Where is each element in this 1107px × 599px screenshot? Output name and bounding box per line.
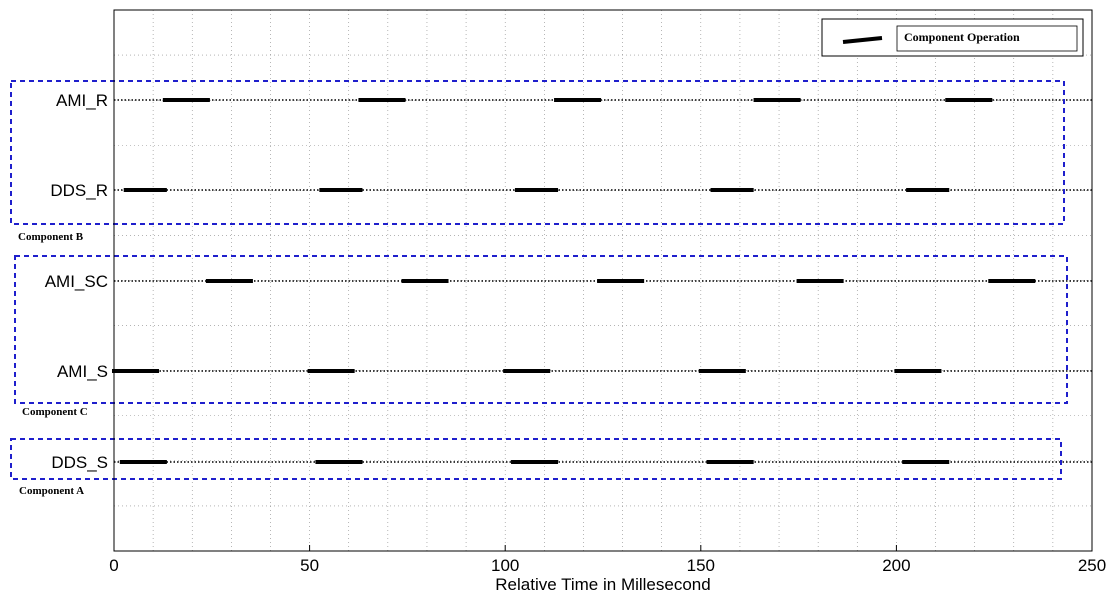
operation-bars (112, 98, 1036, 464)
x-axis-title: Relative Time in Millesecond (495, 575, 710, 594)
component-group-label: Component C (22, 406, 88, 418)
component-group-box (14, 255, 1068, 404)
y-tick-label: AMI_SC (45, 272, 108, 291)
legend-label: Component Operation (904, 30, 1020, 44)
y-tick-label: AMI_S (57, 362, 108, 381)
x-tick-label: 50 (300, 556, 319, 575)
x-tick-label: 200 (882, 556, 910, 575)
legend-box (821, 18, 1084, 57)
y-tick-label: DDS_S (51, 453, 108, 472)
x-tick-label: 150 (687, 556, 715, 575)
component-groups: Component B Component C Component A (10, 80, 1068, 497)
x-tick-label: 250 (1078, 556, 1106, 575)
y-tick-label: AMI_R (56, 91, 108, 110)
plot-frame (113, 9, 1093, 552)
x-tick-labels: 0 50 100 150 200 250 (109, 545, 1106, 575)
legend: Component Operation (821, 18, 1084, 57)
component-group-label: Component B (18, 231, 84, 243)
legend-label-frame (896, 25, 1078, 52)
x-tick-label: 0 (109, 556, 118, 575)
x-tick-label: 100 (491, 556, 519, 575)
component-group-label: Component A (19, 485, 84, 497)
legend-swatch (842, 36, 883, 44)
y-tick-label: DDS_R (50, 181, 108, 200)
component-group-box (10, 438, 1062, 480)
component-group-box (10, 80, 1065, 225)
y-tick-labels: AMI_R DDS_R AMI_SC AMI_S DDS_S (45, 91, 108, 472)
